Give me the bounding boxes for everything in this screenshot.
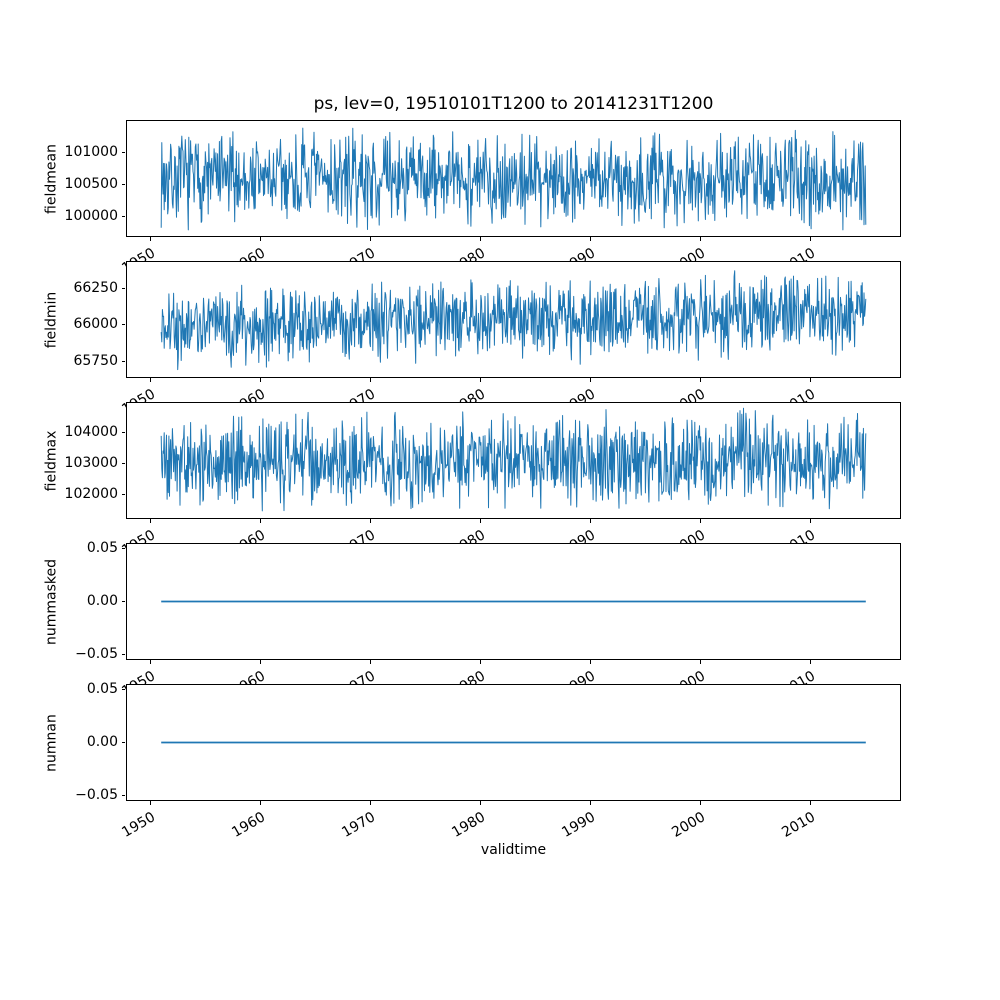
x-tick-mark (700, 660, 702, 664)
chart-title: ps, lev=0, 19510101T1200 to 20141231T120… (313, 94, 714, 114)
y-tick-mark (121, 547, 125, 549)
y-tick-label: 0.05 (86, 680, 118, 697)
y-axis-label: nummasked (43, 558, 60, 645)
x-tick-mark (259, 378, 261, 382)
x-tick-mark (479, 378, 481, 382)
subplot-numnan: −0.05 0.00 0.05 1950 1960 1970 1980 1990 2000 201… (44, 681, 901, 841)
x-tick-mark (479, 519, 481, 523)
x-tick-mark (590, 378, 592, 382)
x-tick-mark (700, 237, 702, 241)
y-tick-mark (121, 462, 125, 464)
y-tick-label: −0.05 (75, 787, 118, 804)
x-tick-label: 2010 (779, 809, 819, 841)
subplot-fieldmax: 1020001030001040001950196019701980199020… (44, 402, 901, 559)
x-tick-mark (259, 519, 261, 523)
y-tick-label: 100500 (64, 176, 118, 193)
y-tick-label: 66000 (73, 316, 118, 333)
x-tick-mark (590, 519, 592, 523)
x-tick-mark (700, 801, 702, 805)
subplot-fieldmean: 1000001005001010001950196019701980199020… (44, 120, 901, 277)
y-tick-mark (121, 431, 125, 433)
x-tick-mark (259, 660, 261, 664)
x-tick-mark (149, 378, 151, 382)
y-tick-mark (121, 152, 125, 154)
y-axis-label: fieldmin (43, 291, 60, 348)
x-tick-mark (479, 237, 481, 241)
y-tick-mark (121, 287, 125, 289)
x-tick-mark (700, 378, 702, 382)
x-tick-mark (479, 660, 481, 664)
series-line-numnan (161, 741, 866, 744)
x-tick-mark (810, 519, 812, 523)
y-axis-label: numnan (43, 713, 60, 772)
y-tick-label: 104000 (64, 423, 118, 440)
x-axis-label: validtime (480, 842, 547, 858)
x-tick-mark (810, 660, 812, 664)
y-tick-mark (121, 688, 125, 690)
x-tick-mark (590, 660, 592, 664)
x-tick-label: 1960 (228, 809, 268, 841)
x-tick-label: 1980 (449, 809, 488, 841)
x-tick-mark (369, 660, 371, 664)
y-tick-mark (121, 215, 125, 217)
x-tick-mark (259, 801, 261, 805)
x-tick-mark (149, 660, 151, 664)
data-series (160, 270, 867, 371)
x-tick-mark (369, 237, 371, 241)
y-tick-mark (121, 742, 125, 743)
subplot-nummasked: −0.050.000.05195019601970198019902000201… (44, 540, 901, 700)
x-tick-label: 1990 (559, 809, 599, 841)
x-tick-mark (369, 519, 371, 523)
x-tick-mark (369, 378, 371, 382)
x-tick-mark (149, 519, 151, 523)
y-axis-label: fieldmean (43, 143, 60, 214)
x-tick-mark (590, 801, 592, 805)
series-line-nummasked (161, 600, 866, 603)
series-line-fieldmin (160, 270, 867, 371)
x-tick-mark (479, 801, 481, 805)
x-tick-mark (369, 801, 371, 805)
y-tick-label: 0.05 (86, 539, 118, 556)
x-tick-label: 2000 (669, 809, 709, 841)
y-tick-label: 101000 (64, 144, 118, 161)
y-tick-label: 103000 (64, 454, 118, 471)
x-tick-mark (590, 237, 592, 241)
y-tick-label: 65750 (73, 352, 118, 369)
x-tick-mark (810, 237, 812, 241)
x-tick-label: 1970 (339, 809, 378, 841)
series-line-fieldmax (160, 407, 867, 512)
y-tick-mark (121, 654, 125, 656)
x-tick-mark (259, 237, 261, 241)
y-tick-label: 0.00 (86, 734, 118, 750)
y-axis-label: fieldmax (43, 430, 60, 491)
y-tick-label: 100000 (64, 207, 118, 224)
series-line-fieldmean (160, 127, 867, 231)
y-tick-label: 102000 (64, 485, 118, 502)
subplot-fieldmin: 6575066000662501950196019701980199020002… (44, 261, 901, 418)
x-tick-mark (149, 237, 151, 241)
x-tick-mark (149, 801, 151, 805)
x-tick-mark (700, 519, 702, 523)
data-series (160, 407, 867, 512)
x-tick-label: 1950 (118, 809, 158, 841)
y-tick-mark (121, 360, 125, 362)
x-tick-mark (810, 801, 812, 805)
y-tick-mark (121, 493, 125, 495)
y-tick-mark (121, 601, 125, 602)
y-tick-label: −0.05 (75, 646, 118, 663)
y-tick-label: 66250 (73, 279, 118, 296)
data-series (160, 127, 867, 231)
y-tick-mark (121, 324, 125, 326)
x-tick-mark (810, 378, 812, 382)
y-tick-label: 0.00 (86, 593, 118, 609)
y-tick-mark (121, 184, 125, 186)
y-tick-mark (121, 795, 125, 797)
